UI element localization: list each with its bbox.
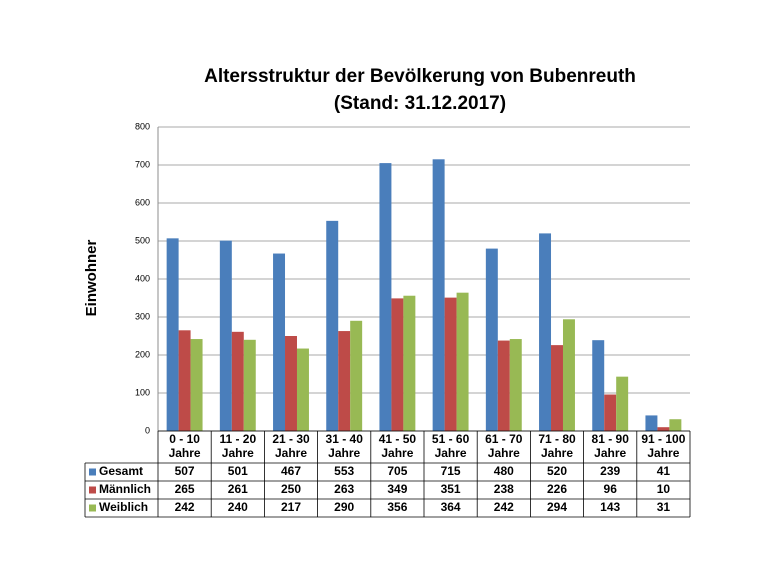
bar [562, 319, 575, 431]
bar [539, 233, 552, 431]
y-tick-label: 200 [135, 349, 150, 359]
table-value: 41 [657, 464, 671, 478]
bar [231, 331, 244, 431]
x-tick-label: 31 - 40 Jahre [326, 432, 364, 460]
x-tick-label: 71 - 80 Jahre [538, 432, 576, 460]
table-value: 242 [494, 500, 514, 514]
bar [178, 330, 191, 431]
bar [669, 419, 682, 431]
table-value: 553 [334, 464, 354, 478]
table-value: 290 [334, 500, 354, 514]
table-value: 351 [441, 482, 461, 496]
table-value: 238 [494, 482, 514, 496]
x-tick-label: 0 - 10 Jahre [169, 432, 201, 460]
bar [379, 163, 392, 431]
table-value: 143 [600, 500, 620, 514]
table-value: 240 [228, 500, 248, 514]
y-tick-label: 700 [135, 159, 150, 169]
table-value: 263 [334, 482, 354, 496]
table-value: 96 [604, 482, 618, 496]
table-value: 31 [657, 500, 671, 514]
table-value: 480 [494, 464, 514, 478]
y-tick-label: 800 [135, 121, 150, 131]
bar [432, 159, 445, 432]
table-value: 705 [387, 464, 407, 478]
table-value: 226 [547, 482, 567, 496]
legend-swatch [89, 504, 96, 512]
y-tick-label: 600 [135, 197, 150, 207]
table-value: 467 [281, 464, 301, 478]
table-value: 715 [441, 464, 461, 478]
bar [592, 340, 605, 431]
bar [391, 298, 404, 431]
table-value: 349 [387, 482, 407, 496]
bar [350, 320, 363, 431]
x-tick-label: 11 - 20 Jahre [219, 432, 256, 460]
legend-label: Männlich [99, 482, 151, 496]
x-tick-label: 81 - 90 Jahre [592, 432, 630, 460]
legend-swatch [89, 486, 96, 494]
bar [604, 394, 617, 431]
table-value: 356 [387, 500, 407, 514]
x-tick-label: 61 - 70 Jahre [485, 432, 523, 460]
table-value: 217 [281, 500, 301, 514]
bar [190, 339, 203, 431]
table-value: 507 [175, 464, 195, 478]
legend-label: Weiblich [99, 500, 148, 514]
table-value: 265 [175, 482, 195, 496]
bar [285, 336, 297, 431]
y-tick-label: 100 [135, 387, 150, 397]
bar [444, 297, 457, 431]
bar [456, 292, 469, 431]
table-value: 261 [228, 482, 248, 496]
bar [403, 295, 416, 431]
y-tick-label: 400 [135, 273, 150, 283]
bar [326, 220, 339, 431]
table-value: 239 [600, 464, 620, 478]
table-value: 501 [228, 464, 248, 478]
bar [616, 376, 629, 431]
x-tick-label: 41 - 50 Jahre [379, 432, 417, 460]
bar [296, 348, 309, 431]
bar [485, 248, 498, 431]
bar [497, 340, 510, 431]
bar [657, 427, 670, 431]
bar [166, 238, 179, 431]
bar [551, 345, 563, 431]
bar [243, 339, 256, 431]
table-value: 250 [281, 482, 301, 496]
y-axis-label: Einwohner [83, 240, 100, 317]
y-tick-label: 0 [145, 425, 150, 435]
chart-subtitle: (Stand: 31.12.2017) [334, 93, 506, 114]
legend-label: Gesamt [99, 464, 143, 478]
legend-swatch [89, 468, 96, 476]
table-value: 364 [441, 500, 461, 514]
table-value: 10 [657, 482, 671, 496]
x-tick-label: 21 - 30 Jahre [272, 432, 310, 460]
y-tick-label: 500 [135, 235, 150, 245]
bar [338, 331, 351, 431]
bar [219, 240, 232, 431]
table-value: 520 [547, 464, 567, 478]
table-value: 294 [547, 500, 567, 514]
bar [273, 253, 286, 431]
bar [645, 415, 658, 431]
y-tick-label: 300 [135, 311, 150, 321]
bar [509, 339, 522, 431]
chart-title: Altersstruktur der Bevölkerung von Buben… [204, 66, 636, 87]
x-tick-label: 51 - 60 Jahre [432, 432, 470, 460]
x-tick-label: 91 - 100 Jahre [641, 432, 685, 460]
table-value: 242 [175, 500, 195, 514]
